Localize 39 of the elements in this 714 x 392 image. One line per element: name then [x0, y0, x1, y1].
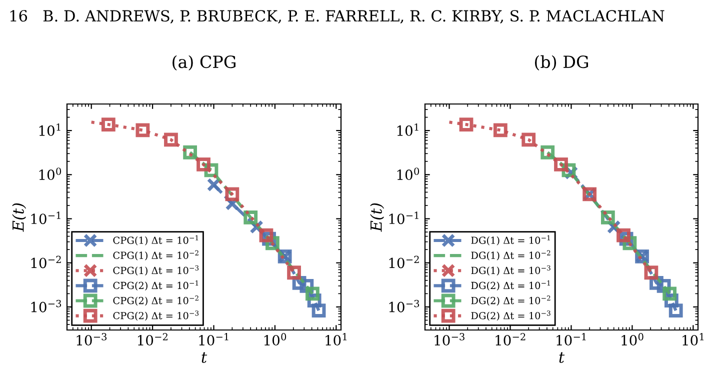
x-tick-label: 10$^{0}$ [264, 333, 286, 346]
x-tick-label: 10$^{−2}$ [496, 333, 526, 346]
legend-label: DG(2) Δt = 10$^{−2}$ [471, 296, 550, 306]
legend-label: DG(1) Δt = 10$^{−1}$ [471, 235, 550, 246]
legend-label: CPG(2) Δt = 10$^{−1}$ [113, 280, 198, 291]
y-axis-title: E(t) [370, 203, 384, 232]
y-tick-label: 10$^{−2}$ [389, 256, 419, 268]
chart-title: (a) CPG [172, 55, 236, 70]
y-tick-label: 10$^{−2}$ [31, 256, 61, 268]
y-tick-label: 10$^{−1}$ [389, 212, 418, 224]
legend-label: CPG(1) Δt = 10$^{−1}$ [113, 235, 198, 246]
x-tick-label: 10$^{−3}$ [76, 333, 107, 346]
y-tick-label: 10$^{0}$ [39, 168, 62, 180]
x-tick-label: 10$^{1}$ [326, 333, 347, 346]
y-tick-label: 10$^{−1}$ [31, 212, 60, 224]
y-tick-label: 10$^{1}$ [397, 123, 418, 136]
legend-label: DG(2) Δt = 10$^{−1}$ [471, 280, 550, 291]
y-tick-label: 10$^{−3}$ [31, 300, 62, 312]
legend-label: CPG(2) Δt = 10$^{−3}$ [113, 310, 199, 321]
x-axis-title: t [202, 352, 208, 363]
legend-label: CPG(1) Δt = 10$^{−2}$ [113, 250, 198, 260]
legend-label: CPG(1) Δt = 10$^{−3}$ [113, 265, 199, 276]
legend-label: DG(1) Δt = 10$^{−3}$ [471, 265, 550, 276]
legend-label: CPG(2) Δt = 10$^{−2}$ [113, 296, 198, 306]
legend-label: DG(2) Δt = 10$^{−3}$ [471, 310, 550, 321]
text: 16 B. D. ANDREWS, P. BRUBECK, P. E. FARRELL, R. C. KIRBY, S. P. MACLACHLAN [10, 10, 664, 24]
x-tick-label: 10$^{−1}$ [199, 333, 228, 346]
x-tick-label: 10$^{1}$ [682, 333, 704, 346]
x-tick-label: 10$^{−1}$ [556, 333, 586, 346]
y-tick-label: 10$^{−3}$ [389, 300, 420, 312]
x-tick-label: 10$^{−2}$ [138, 333, 168, 346]
x-tick-label: 10$^{−3}$ [434, 333, 464, 346]
x-tick-label: 10$^{0}$ [622, 333, 644, 346]
chart-title: (b) DG [534, 55, 588, 70]
x-axis-title: t [559, 352, 565, 363]
y-tick-label: 10$^{1}$ [39, 123, 60, 136]
y-tick-label: 10$^{0}$ [397, 168, 420, 180]
y-axis-title: E(t) [12, 203, 26, 232]
legend-label: DG(1) Δt = 10$^{−2}$ [471, 250, 550, 260]
